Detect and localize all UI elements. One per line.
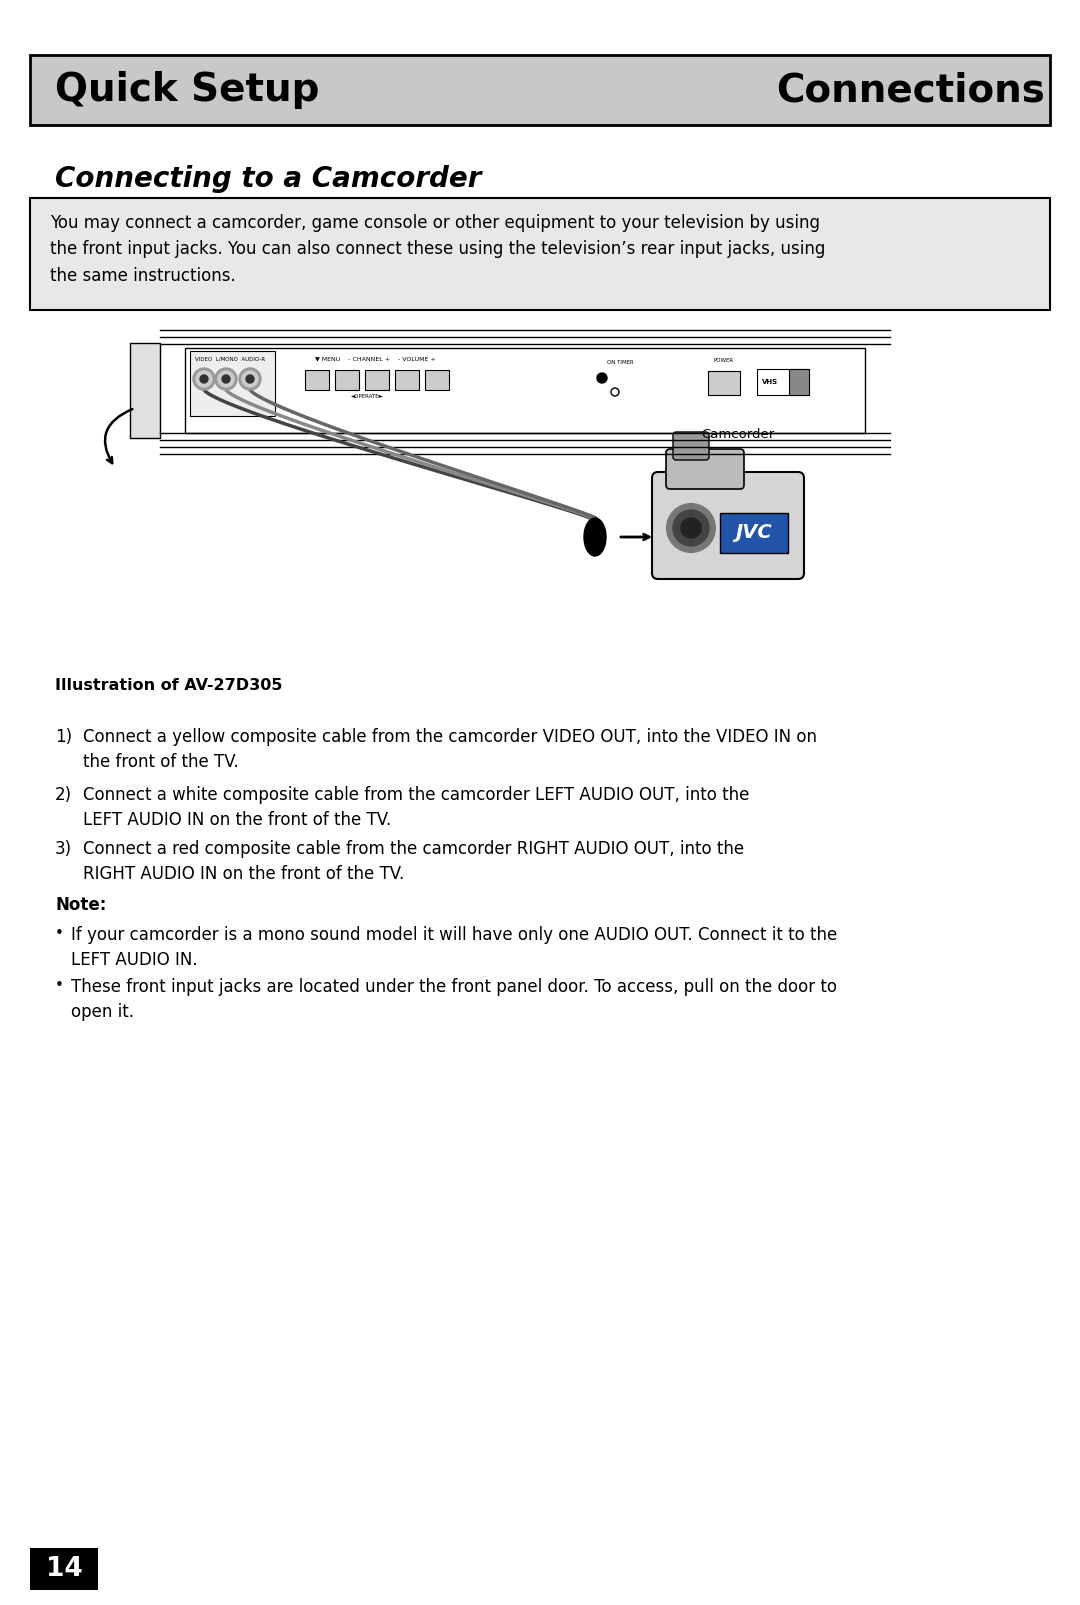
Text: ▼ MENU    - CHANNEL +    - VOLUME +: ▼ MENU - CHANNEL + - VOLUME + — [315, 356, 435, 361]
Text: Connect a yellow composite cable from the camcorder VIDEO OUT, into the VIDEO IN: Connect a yellow composite cable from th… — [83, 729, 816, 770]
FancyBboxPatch shape — [30, 197, 1050, 310]
Bar — [426, 371, 449, 390]
Text: 3): 3) — [55, 839, 72, 859]
Bar — [757, 369, 807, 395]
Bar — [789, 369, 809, 395]
Bar — [185, 348, 865, 433]
Circle shape — [239, 368, 261, 390]
Text: VHS: VHS — [762, 379, 778, 385]
FancyBboxPatch shape — [30, 55, 1050, 125]
Text: VIDEO  L/MONO  AUDIO-R: VIDEO L/MONO AUDIO-R — [195, 356, 266, 361]
FancyBboxPatch shape — [673, 432, 708, 461]
Text: Connecting to a Camcorder: Connecting to a Camcorder — [55, 165, 482, 193]
Text: Illustration of AV-27D305: Illustration of AV-27D305 — [55, 677, 283, 693]
Circle shape — [242, 371, 258, 387]
Circle shape — [222, 376, 230, 384]
Bar — [720, 514, 788, 554]
Bar — [395, 371, 419, 390]
Circle shape — [681, 518, 701, 538]
Circle shape — [215, 368, 237, 390]
Bar — [305, 371, 329, 390]
Bar — [130, 343, 160, 438]
Bar — [335, 371, 359, 390]
Text: ON TIMER: ON TIMER — [607, 360, 633, 364]
Bar — [708, 371, 740, 395]
Text: •: • — [55, 926, 64, 941]
Text: Connect a white composite cable from the camcorder LEFT AUDIO OUT, into the
LEFT: Connect a white composite cable from the… — [83, 786, 750, 830]
Text: 14: 14 — [45, 1555, 82, 1583]
Text: You may connect a camcorder, game console or other equipment to your television : You may connect a camcorder, game consol… — [50, 213, 825, 284]
Circle shape — [218, 371, 234, 387]
Circle shape — [195, 371, 212, 387]
Text: These front input jacks are located under the front panel door. To access, pull : These front input jacks are located unde… — [71, 977, 837, 1021]
FancyBboxPatch shape — [666, 449, 744, 490]
Text: JVC: JVC — [735, 523, 772, 542]
Circle shape — [193, 368, 215, 390]
Text: Connect a red composite cable from the camcorder RIGHT AUDIO OUT, into the
RIGHT: Connect a red composite cable from the c… — [83, 839, 744, 883]
Circle shape — [200, 376, 208, 384]
Bar — [365, 371, 389, 390]
Text: 1): 1) — [55, 729, 72, 746]
Circle shape — [246, 376, 254, 384]
Bar — [190, 351, 275, 416]
Text: Note:: Note: — [55, 896, 106, 913]
Circle shape — [667, 504, 715, 552]
Text: Quick Setup: Quick Setup — [55, 71, 320, 109]
Ellipse shape — [584, 518, 606, 555]
FancyBboxPatch shape — [652, 472, 804, 579]
Text: If your camcorder is a mono sound model it will have only one AUDIO OUT. Connect: If your camcorder is a mono sound model … — [71, 926, 837, 969]
Text: •: • — [55, 977, 64, 993]
Circle shape — [673, 510, 708, 546]
Text: ◄OPERATE►: ◄OPERATE► — [351, 393, 383, 400]
Circle shape — [597, 372, 607, 384]
Text: POWER: POWER — [714, 358, 734, 363]
Text: Connections: Connections — [777, 71, 1045, 109]
Text: 2): 2) — [55, 786, 72, 804]
Bar — [30, 1547, 98, 1591]
Text: Camcorder: Camcorder — [701, 429, 774, 441]
